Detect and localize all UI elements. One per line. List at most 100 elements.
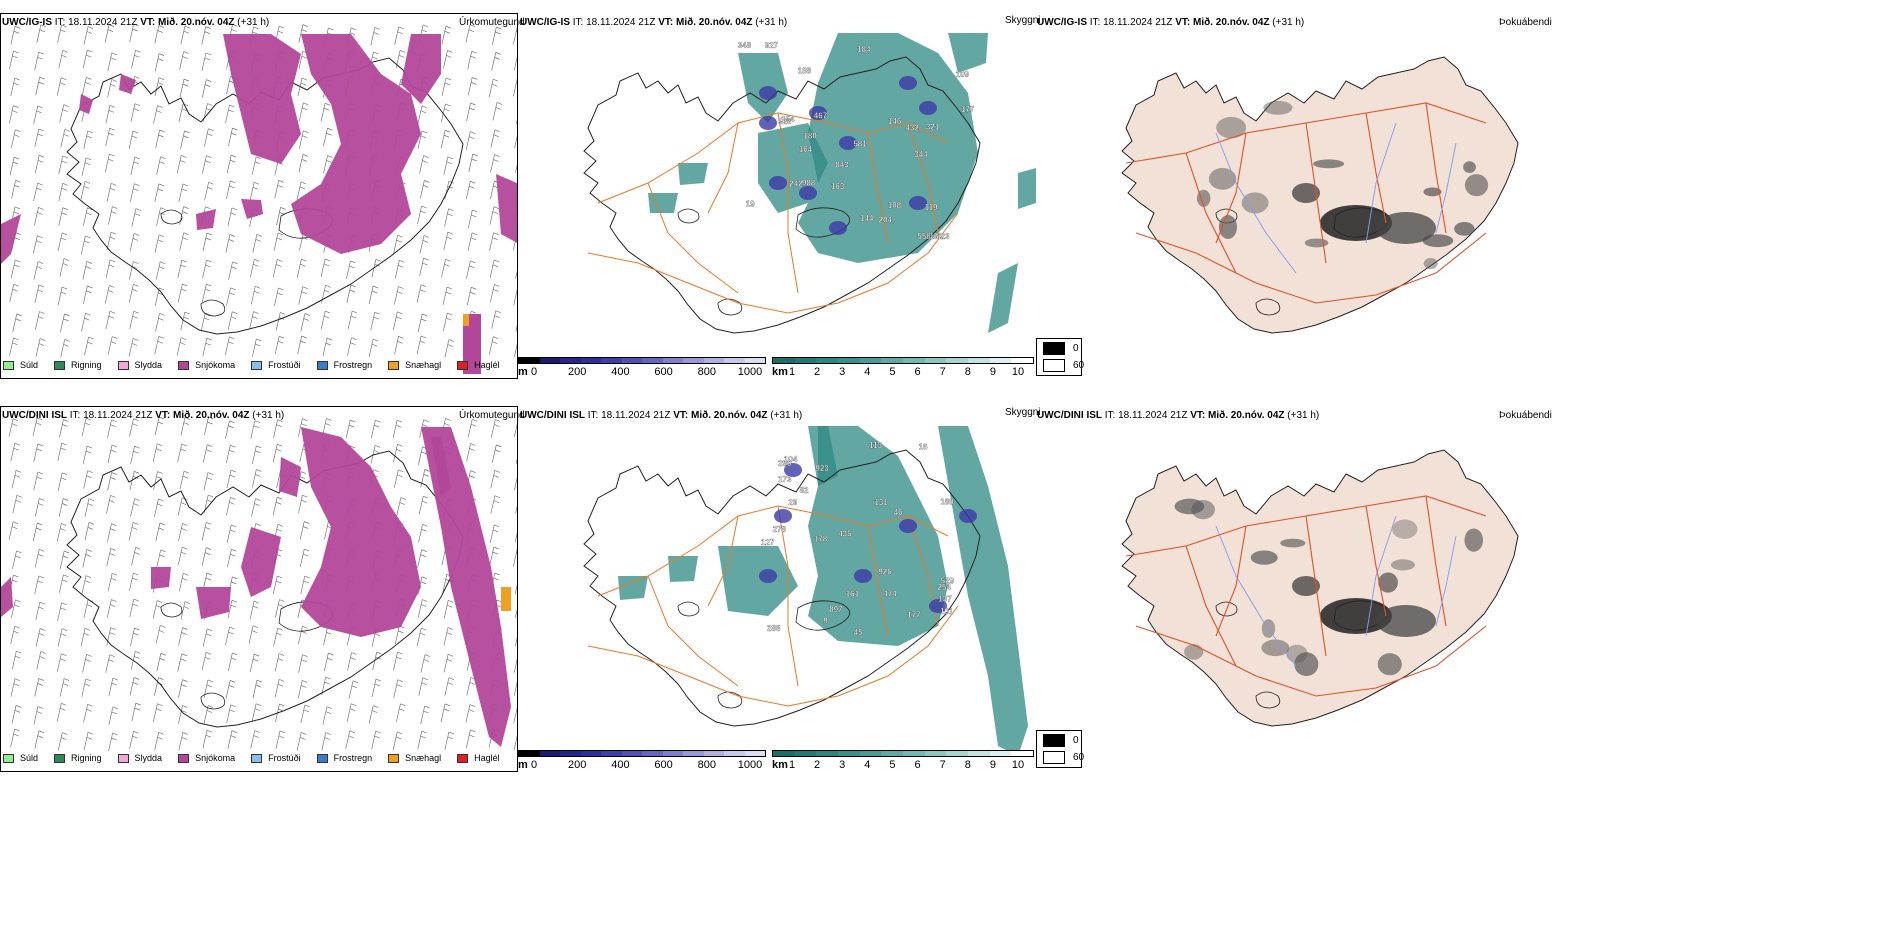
wind-barb	[489, 546, 499, 566]
ceiling-visibility-map-bottom: 474 278 180 897 101 173 82 16 45 131 29 288 46 113 435…	[583, 426, 1028, 756]
wind-barb	[83, 285, 93, 304]
wind-barb	[178, 627, 188, 646]
road-line	[1425, 102, 1447, 234]
model-name: UWC/IG-IS	[520, 17, 570, 28]
wind-barb	[202, 729, 213, 749]
wind-barb	[82, 445, 93, 465]
wind-barb	[33, 443, 43, 462]
wind-barb	[228, 652, 238, 671]
ceiling-colorbar-cell	[744, 751, 765, 756]
wind-barb	[179, 78, 190, 98]
glacier-outline	[677, 208, 700, 224]
ceiling-value-label: 127	[761, 538, 775, 547]
wind-barb	[56, 77, 67, 96]
it-value: 18.11.2024 21Z	[1103, 17, 1173, 28]
wind-barb	[36, 651, 46, 670]
wind-barb	[416, 627, 427, 647]
ceiling-colorbar-tick: 200	[568, 366, 587, 378]
wind-barb	[488, 78, 499, 98]
snow-area	[421, 427, 511, 747]
wind-barb	[465, 180, 476, 200]
ceiling-colorbar-cell	[703, 751, 724, 756]
wind-barb	[467, 209, 478, 229]
ceiling-colorbar-tick: 0	[530, 759, 538, 771]
wind-barb	[83, 207, 93, 226]
ceiling-colorbar-cell	[642, 358, 663, 363]
wind-barb	[60, 313, 70, 332]
wind-barb	[202, 155, 212, 174]
wind-barb	[178, 103, 189, 122]
wind-barb	[489, 206, 500, 225]
ceiling-value-label: 188	[798, 66, 812, 75]
wind-barb	[204, 416, 214, 436]
snow-area	[196, 209, 216, 230]
ceiling-colorbar-cell	[621, 751, 642, 756]
ceiling-value-label: 177	[961, 105, 975, 114]
ceiling-value-label: 161	[846, 590, 860, 599]
wind-barb	[489, 524, 500, 544]
low-ceiling-area	[829, 221, 847, 235]
wind-barb	[129, 572, 139, 592]
wind-barb	[443, 600, 454, 619]
wind-barb	[180, 601, 191, 620]
precip-legend-bottom: Súld Rigning Slydda Snjókoma Frostúði Frostre…	[3, 749, 516, 767]
ceiling-value-label: 163	[831, 182, 845, 191]
wind-barb	[35, 76, 45, 96]
fog-shade	[1208, 167, 1237, 190]
wind-barb	[33, 182, 43, 202]
road-line	[1365, 505, 1387, 617]
ceiling-value-label: 897	[829, 605, 843, 614]
glacier-outline	[1255, 691, 1281, 709]
wind-barb	[513, 735, 517, 751]
wind-barb	[272, 496, 283, 516]
legend-item: Frostregn	[316, 753, 372, 763]
glacier-outline	[200, 299, 226, 317]
fog-legend-bottom: 0 60	[1036, 730, 1084, 768]
wind-barb	[84, 498, 95, 517]
wind-barb	[419, 235, 430, 254]
wind-barb	[393, 679, 403, 698]
wind-barb	[393, 651, 403, 671]
glacier-outline	[160, 602, 183, 618]
wind-barb	[298, 102, 309, 121]
wind-barb	[81, 678, 91, 697]
low-visibility-area	[718, 546, 798, 616]
panel-label-visibility-top: Skyggni	[1005, 15, 1041, 26]
legend-swatch	[54, 360, 66, 370]
road-line	[587, 605, 959, 707]
wind-barb	[227, 207, 238, 227]
wind-barb	[225, 336, 235, 355]
visibility-colorbar-cell	[946, 358, 969, 363]
wind-barb	[202, 628, 213, 647]
ceiling-colorbar-tick: 0	[530, 366, 538, 378]
fog-shade	[1191, 500, 1215, 520]
wind-barb	[107, 419, 117, 438]
wind-barb	[441, 77, 452, 96]
fog-legend-swatch	[1043, 342, 1065, 355]
low-ceiling-area	[809, 106, 827, 120]
wind-barb	[490, 129, 501, 148]
visibility-colorbar-tick: 7	[939, 759, 946, 771]
visibility-colorbar-tick: 8	[964, 366, 971, 378]
wind-barb	[104, 153, 115, 173]
ceiling-value-label: 923	[815, 464, 829, 473]
glacier-outline	[1215, 208, 1238, 224]
wind-barb	[348, 680, 359, 699]
wind-barb	[57, 286, 68, 306]
wind-barb	[225, 234, 236, 253]
wind-barb	[201, 651, 212, 671]
ceiling-value-label: 180	[940, 497, 954, 506]
wind-barb	[34, 548, 45, 568]
wind-barb	[108, 677, 118, 697]
wind-barb	[153, 703, 163, 722]
legend-item: Súld	[3, 753, 38, 763]
wind-barb	[226, 469, 237, 489]
wind-barb	[81, 77, 92, 96]
legend-swatch	[251, 753, 263, 763]
low-ceiling-area	[854, 569, 872, 583]
fog-shade	[1320, 205, 1392, 241]
wind-barb	[178, 523, 188, 542]
wind-barb	[56, 702, 67, 722]
wind-barb	[105, 310, 116, 330]
road-line	[1185, 152, 1237, 274]
